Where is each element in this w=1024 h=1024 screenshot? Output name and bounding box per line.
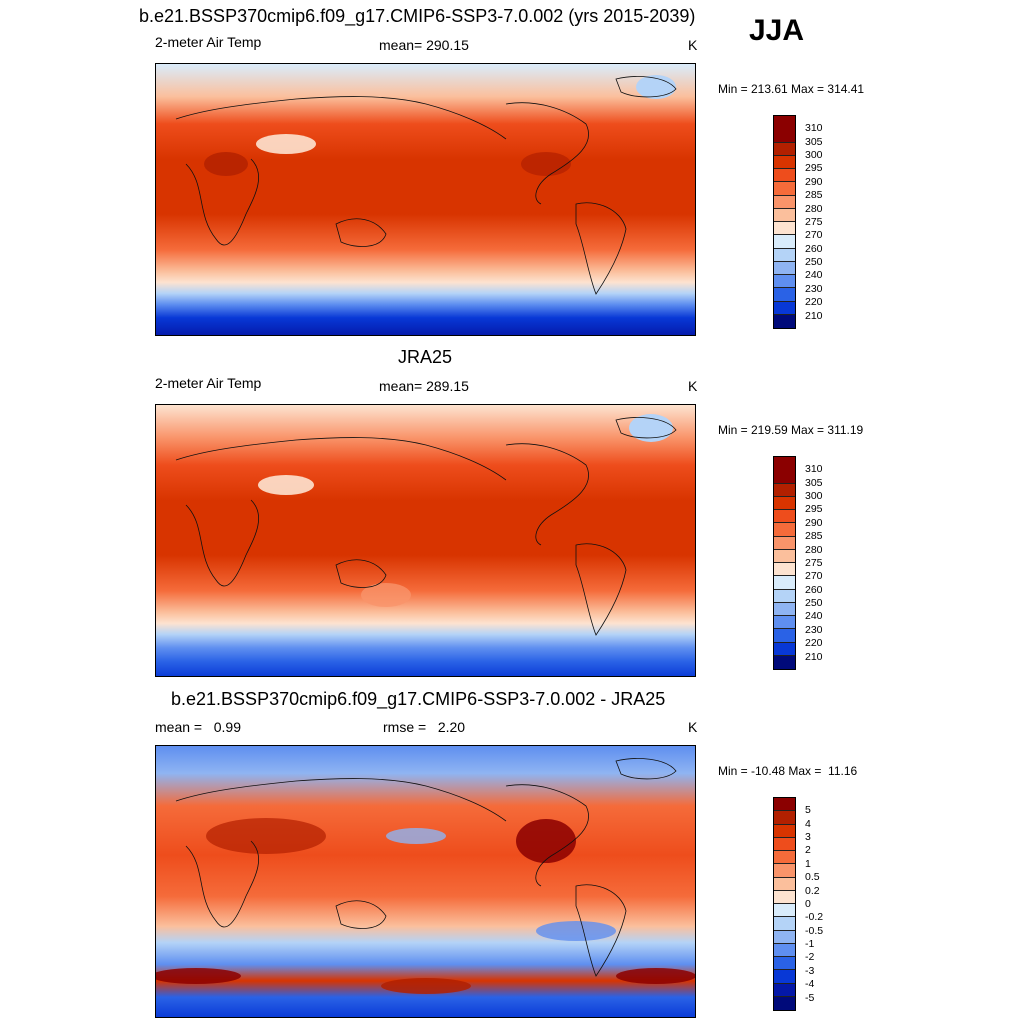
colorbar-tick-label: -0.5 bbox=[805, 925, 824, 937]
panel-1-map bbox=[155, 63, 696, 336]
panel-2-minmax: Min = 219.59 Max = 311.19 bbox=[718, 423, 864, 437]
colorbar-tick-label: 300 bbox=[805, 490, 823, 502]
colorbar-tick-label: 260 bbox=[805, 584, 823, 596]
panel-1-units: K bbox=[688, 37, 698, 53]
colorbar-tick-label: -1 bbox=[805, 938, 815, 950]
colorbar-tick-label: 220 bbox=[805, 637, 823, 649]
colorbar-tick-label: 1 bbox=[805, 858, 811, 870]
colorbar-tick-label: 0 bbox=[805, 898, 811, 910]
colorbar-tick-label: 0.2 bbox=[805, 885, 820, 897]
season-label: JJA bbox=[749, 14, 805, 47]
colorbar-tick-label: 0.5 bbox=[805, 871, 820, 883]
colorbar-tick-label: 295 bbox=[805, 503, 823, 515]
colorbar-tick-label: 270 bbox=[805, 570, 823, 582]
colorbar-tick-label: 285 bbox=[805, 530, 823, 542]
colorbar-tick-label: 2 bbox=[805, 844, 811, 856]
panel-1-mean-label: mean= 290.15 bbox=[379, 37, 469, 53]
colorbar-tick-label: 310 bbox=[805, 122, 823, 134]
colorbar-tick-label: 305 bbox=[805, 136, 823, 148]
colorbar-tick-label: 280 bbox=[805, 203, 823, 215]
colorbar-tick-label: 250 bbox=[805, 256, 823, 268]
colorbar-tick-label: 260 bbox=[805, 243, 823, 255]
colorbar-tick-label: 270 bbox=[805, 229, 823, 241]
colorbar-tick-label: 230 bbox=[805, 283, 823, 295]
colorbar-tick-label: 5 bbox=[805, 804, 811, 816]
panel-2-map bbox=[155, 404, 696, 677]
panel-2-colorbar bbox=[773, 456, 796, 670]
colorbar-tick-label: 295 bbox=[805, 162, 823, 174]
panel-1-title: b.e21.BSSP370cmip6.f09_g17.CMIP6-SSP3-7.… bbox=[139, 6, 696, 26]
panel-3-mean-label: mean = 0.99 bbox=[155, 719, 242, 735]
colorbar-tick-label: 280 bbox=[805, 544, 823, 556]
colorbar-tick-label: 310 bbox=[805, 463, 823, 475]
panel-3-title: b.e21.BSSP370cmip6.f09_g17.CMIP6-SSP3-7.… bbox=[171, 689, 666, 709]
colorbar-tick-label: 250 bbox=[805, 597, 823, 609]
colorbar-tick-label: 3 bbox=[805, 831, 811, 843]
colorbar-tick-label: -3 bbox=[805, 965, 815, 977]
panel-2-units: K bbox=[688, 378, 698, 394]
panel-3-units: K bbox=[688, 719, 698, 735]
colorbar-tick-label: -5 bbox=[805, 992, 815, 1004]
colorbar-tick-label: -0.2 bbox=[805, 911, 824, 923]
panel-3-rmse-label: rmse = 2.20 bbox=[383, 719, 466, 735]
colorbar-tick-label: 300 bbox=[805, 149, 823, 161]
colorbar-tick-label: 220 bbox=[805, 296, 823, 308]
panel-3-colorbar bbox=[773, 797, 796, 1011]
panel-2-title: JRA25 bbox=[398, 347, 453, 367]
colorbar-tick-label: -2 bbox=[805, 951, 815, 963]
panel-1-variable-label: 2-meter Air Temp bbox=[155, 34, 262, 50]
colorbar-tick-label: 210 bbox=[805, 310, 823, 322]
panel-1-colorbar bbox=[773, 115, 796, 329]
colorbar-tick-label: 210 bbox=[805, 651, 823, 663]
colorbar-tick-label: 4 bbox=[805, 818, 811, 830]
colorbar-tick-label: -4 bbox=[805, 978, 815, 990]
colorbar-tick-label: 275 bbox=[805, 216, 823, 228]
colorbar-tick-label: 275 bbox=[805, 557, 823, 569]
panel-3-minmax: Min = -10.48 Max = 11.16 bbox=[718, 764, 858, 778]
colorbar-tick-label: 240 bbox=[805, 269, 823, 281]
colorbar-tick-label: 230 bbox=[805, 624, 823, 636]
colorbar-tick-label: 290 bbox=[805, 517, 823, 529]
panel-1-minmax: Min = 213.61 Max = 314.41 bbox=[718, 82, 865, 96]
colorbar-tick-label: 285 bbox=[805, 189, 823, 201]
panel-2-mean-label: mean= 289.15 bbox=[379, 378, 469, 394]
colorbar-tick-label: 305 bbox=[805, 477, 823, 489]
colorbar-tick-label: 290 bbox=[805, 176, 823, 188]
panel-2-variable-label: 2-meter Air Temp bbox=[155, 375, 262, 391]
panel-3-map bbox=[155, 745, 696, 1018]
colorbar-tick-label: 240 bbox=[805, 610, 823, 622]
